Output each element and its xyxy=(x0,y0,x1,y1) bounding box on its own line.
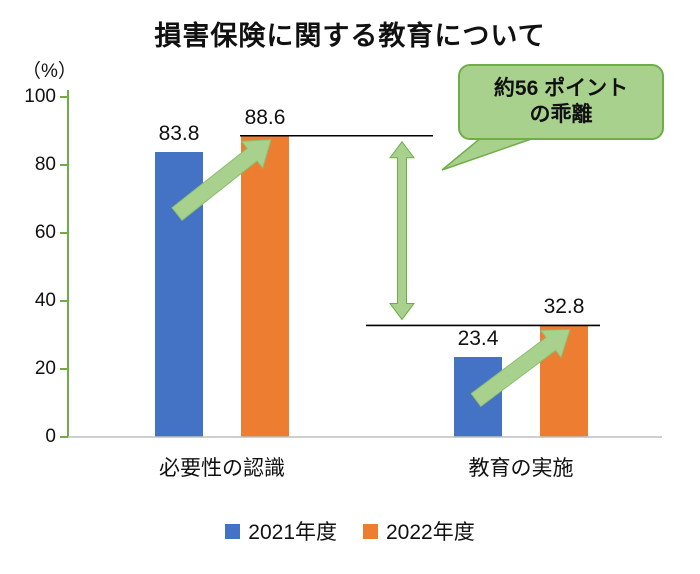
callout-bubble: 約56 ポイント の乖離 xyxy=(458,64,664,140)
chart-title: 損害保険に関する教育について xyxy=(154,21,546,51)
legend-label: 2021年度 xyxy=(248,521,337,544)
legend-swatch xyxy=(225,523,241,539)
legend: 2021年度 2022年度 xyxy=(0,516,700,546)
bar-s1-g1 xyxy=(540,325,588,437)
y-axis-tick-label: 40 xyxy=(34,290,56,311)
bar-value-label: 83.8 xyxy=(158,122,200,146)
y-axis-tick-label: 20 xyxy=(34,358,56,379)
bar-value-label: 88.6 xyxy=(244,105,286,129)
callout-text-line1: 約56 ポイント xyxy=(493,76,629,100)
y-axis-tick-label: 0 xyxy=(45,426,56,447)
legend-item-1: 2022年度 xyxy=(363,516,475,546)
x-axis-category-label: 教育の実施 xyxy=(468,457,574,480)
y-axis-unit-label: （%） xyxy=(22,61,77,82)
bar-s0-g1 xyxy=(454,357,502,437)
y-axis-tick-label: 60 xyxy=(34,222,56,243)
bar-s1-g0 xyxy=(241,135,289,437)
bar-value-label: 23.4 xyxy=(457,327,499,351)
callout-text-line2: の乖離 xyxy=(529,103,593,126)
x-axis-category-label: 必要性の認識 xyxy=(159,457,285,480)
legend-item-0: 2021年度 xyxy=(225,516,337,546)
legend-swatch xyxy=(363,523,378,539)
legend-label: 2022年度 xyxy=(386,521,475,544)
bar-value-label: 32.8 xyxy=(543,295,585,319)
bar-s0-g0 xyxy=(155,152,203,437)
y-axis-tick-label: 80 xyxy=(34,154,56,175)
y-axis-tick-label: 100 xyxy=(24,86,56,107)
